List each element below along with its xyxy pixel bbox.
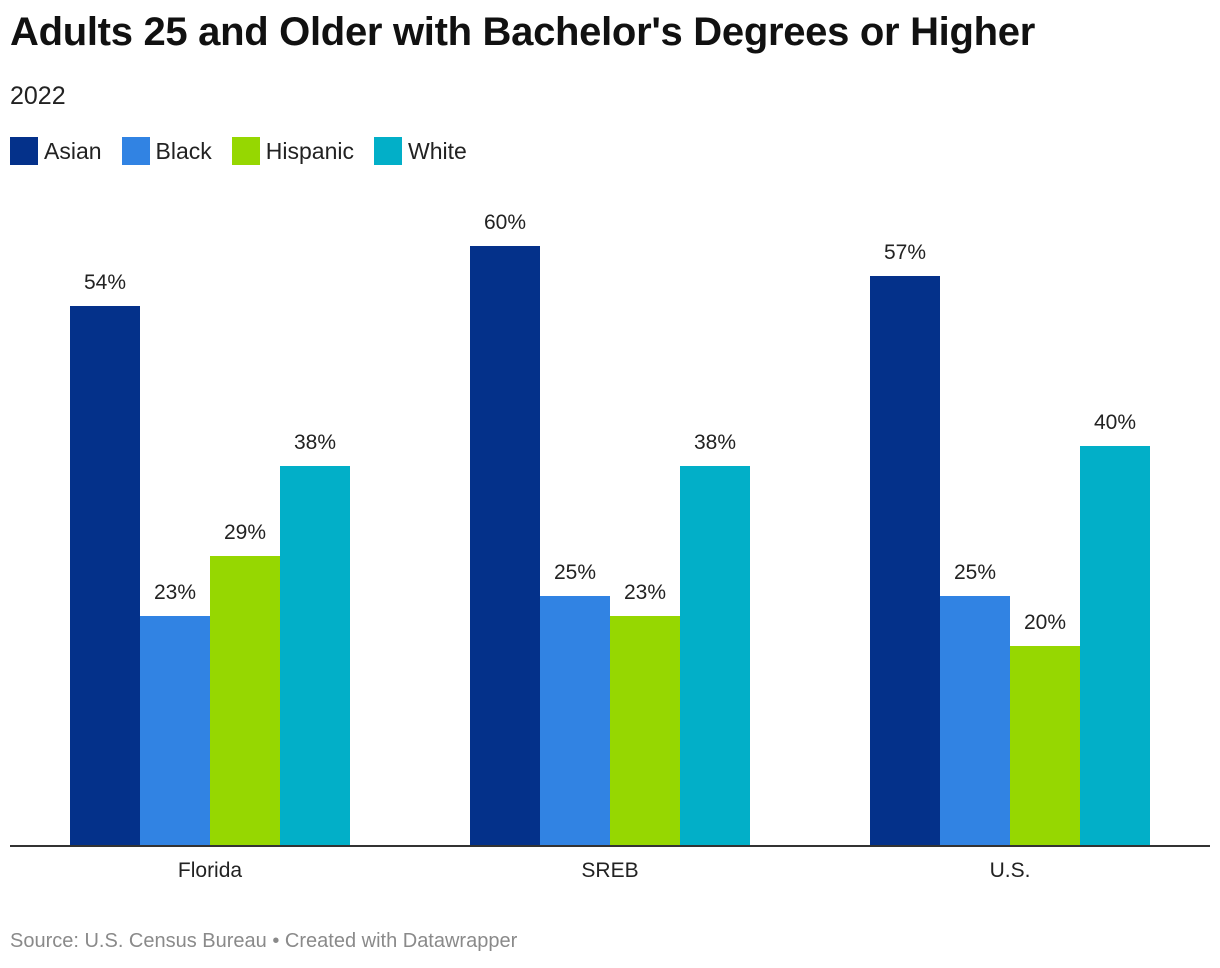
bar-u-s-asian (870, 276, 940, 846)
bar-florida-hispanic (210, 556, 280, 846)
bar-florida-black (140, 616, 210, 846)
bar-sreb-white (680, 466, 750, 846)
bar-florida-white (280, 466, 350, 846)
value-label-sreb-asian: 60% (484, 211, 526, 234)
legend-label-black: Black (155, 137, 212, 164)
value-label-florida-asian: 54% (84, 271, 126, 294)
legend-label-asian: Asian (44, 137, 102, 164)
value-label-u-s-hispanic: 20% (1024, 611, 1066, 634)
bar-u-s-hispanic (1010, 646, 1080, 846)
bar-sreb-asian (470, 246, 540, 846)
legend-label-hispanic: Hispanic (265, 137, 355, 164)
legend-swatch-asian (10, 137, 38, 165)
value-label-u-s-black: 25% (954, 561, 996, 584)
legend-item-hispanic: Hispanic (231, 137, 355, 165)
legend: Asian Black Hispanic White (10, 135, 487, 167)
category-label-florida: Florida (178, 859, 243, 882)
bar-sreb-black (540, 596, 610, 846)
source-note: Source: U.S. Census Bureau • Created wit… (10, 930, 518, 952)
legend-swatch-white (374, 137, 403, 165)
legend-swatch-hispanic (231, 137, 260, 165)
value-label-sreb-hispanic: 23% (624, 581, 666, 604)
bar-u-s-black (940, 596, 1010, 846)
chart-subtitle: 2022 (10, 82, 66, 110)
category-label-sreb: SREB (581, 859, 638, 882)
legend-item-asian: Asian (10, 137, 102, 165)
bar-u-s-white (1080, 446, 1150, 846)
bar-sreb-hispanic (610, 616, 680, 846)
legend-swatch-black (121, 137, 150, 165)
value-label-u-s-white: 40% (1094, 411, 1136, 434)
value-label-florida-hispanic: 29% (224, 521, 266, 544)
value-label-sreb-white: 38% (694, 431, 736, 454)
legend-label-white: White (408, 137, 467, 164)
value-label-sreb-black: 25% (554, 561, 596, 584)
bar-florida-asian (70, 306, 140, 846)
chart-title: Adults 25 and Older with Bachelor's Degr… (10, 10, 1035, 54)
legend-item-white: White (374, 137, 467, 165)
value-label-florida-black: 23% (154, 581, 196, 604)
value-label-u-s-asian: 57% (884, 241, 926, 264)
value-label-florida-white: 38% (294, 431, 336, 454)
legend-item-black: Black (121, 137, 212, 165)
category-label-u-s: U.S. (990, 859, 1031, 882)
